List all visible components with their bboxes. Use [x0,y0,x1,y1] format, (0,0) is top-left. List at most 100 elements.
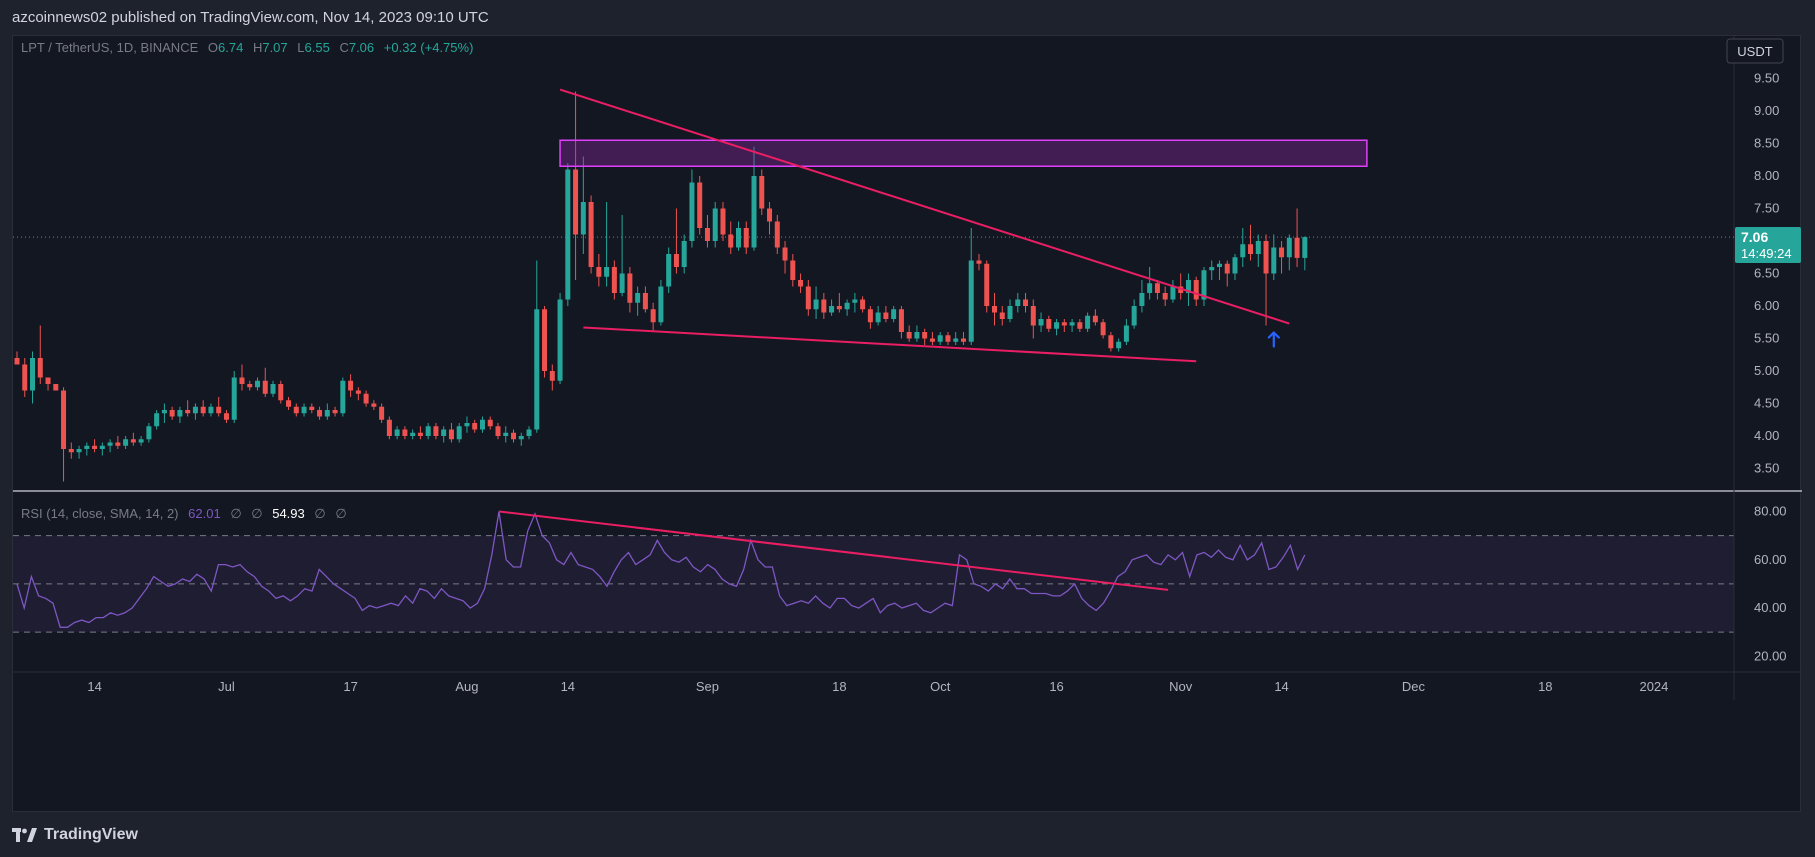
candle [1077,319,1083,332]
candle [1240,228,1246,267]
candle [84,442,90,456]
legend-open: 6.74 [218,40,243,55]
candle-body [76,449,82,453]
candle [495,423,501,440]
candle [627,267,633,313]
footer-brand-label: TradingView [44,826,138,843]
candle-body [526,429,532,436]
candle-body [1092,315,1098,323]
chart-canvas[interactable]: 3.504.004.505.005.506.006.507.007.508.00… [13,36,1802,813]
candle-body [107,442,113,446]
time-tick-label: Nov [1169,679,1193,694]
candle [1294,208,1300,267]
candle [487,416,493,430]
candle [511,429,517,443]
candle-body [1162,293,1168,300]
candle [192,403,198,420]
candle-body [922,332,928,339]
footer-brand[interactable]: TradingView [12,826,138,844]
candle-body [371,403,377,407]
candle [30,351,36,404]
price-tag-countdown: 14:49:24 [1741,246,1792,261]
legend-close-label: C [339,40,348,55]
price-tick-label: 6.50 [1754,266,1779,281]
candle [728,221,734,254]
currency-button[interactable] [1726,38,1784,64]
candle-body [495,426,501,436]
candle-body [883,312,889,319]
candle-body [549,371,555,381]
candle [611,260,617,300]
candle [666,247,672,293]
candle-body [169,410,175,417]
candle-body [99,445,105,449]
candle-body [751,176,757,248]
time-tick-label: 18 [1538,679,1552,694]
chart-legend: LPT / TetherUS, 1D, BINANCE O6.74 H7.07 … [21,40,473,55]
candle-body [239,377,245,384]
candle-body [1240,244,1246,258]
candle [208,403,214,417]
candle [161,403,167,423]
candle [836,293,842,313]
candle-body [402,429,408,436]
candle-body [642,293,648,310]
candle [883,306,889,323]
arrow-up-icon[interactable] [1267,331,1280,348]
candle-body [363,393,369,404]
candle-body [1302,237,1308,258]
candle-body [712,208,718,241]
candle [999,306,1005,326]
candle [580,156,586,254]
candle-body [464,423,470,427]
candle [619,215,625,297]
candle [704,215,710,248]
support-trendline[interactable] [583,326,1197,363]
candle-body [185,410,191,414]
candle-body [1154,283,1160,293]
candle-body [542,309,548,371]
candle-body [1216,263,1222,267]
candle-body [14,358,20,365]
price-tick-label: 5.00 [1754,363,1779,378]
time-tick-label: Jul [218,679,235,694]
candle [821,293,827,319]
candle-body [937,335,943,342]
candle [557,293,563,384]
candle-body [1015,299,1021,306]
candle-body [953,338,959,342]
price-tick-label: 6.00 [1754,298,1779,313]
candle-body [1077,322,1083,329]
rsi-legend: RSI (14, close, SMA, 14, 2) 62.01 ∅ ∅ 54… [21,506,347,521]
descending-trendline[interactable] [559,88,1290,325]
rsi-tick-label: 20.00 [1754,648,1787,663]
candle [99,442,105,456]
legend-close: 7.06 [349,40,374,55]
candle-body [1069,322,1075,326]
price-tick-label: 4.00 [1754,428,1779,443]
rsi-trendline[interactable] [498,510,1169,591]
candle [953,332,959,345]
candle [1108,332,1114,352]
candle-body [697,182,703,228]
candle-body [1123,325,1129,342]
candle [1023,293,1029,313]
candle-body [658,286,664,323]
candle-body [1085,315,1091,329]
resistance-zone[interactable] [559,139,1368,167]
candle-body [557,299,563,381]
rsi-legend-label: RSI (14, close, SMA, 14, 2) [21,506,179,521]
candle-body [1209,267,1215,271]
candle [1255,234,1261,267]
candle [937,332,943,345]
candle [673,208,679,274]
candle [1271,234,1277,280]
candle [138,436,144,446]
candle [790,254,796,287]
chart-frame[interactable]: 3.504.004.505.005.506.006.507.007.508.00… [12,35,1802,813]
candle [433,423,439,440]
candle-body [223,413,229,420]
candle-body [844,302,850,310]
candle [588,195,594,274]
candle-body [1116,341,1122,349]
